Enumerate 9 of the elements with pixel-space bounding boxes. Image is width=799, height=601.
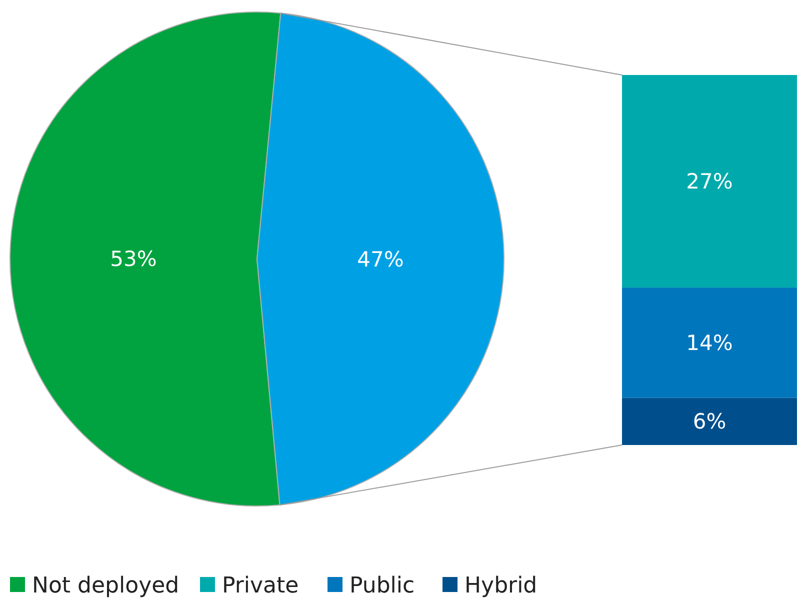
data-label: 14% [686,331,733,356]
legend-label: Not deployed [32,574,180,599]
legend-label: Hybrid [464,574,538,599]
data-label: 27% [686,170,733,194]
data-label: 53% [110,247,157,272]
legend-label: Public [350,574,415,599]
legend-label: Private [222,574,299,599]
data-label: 6% [692,410,726,434]
data-label: 47% [357,248,404,272]
